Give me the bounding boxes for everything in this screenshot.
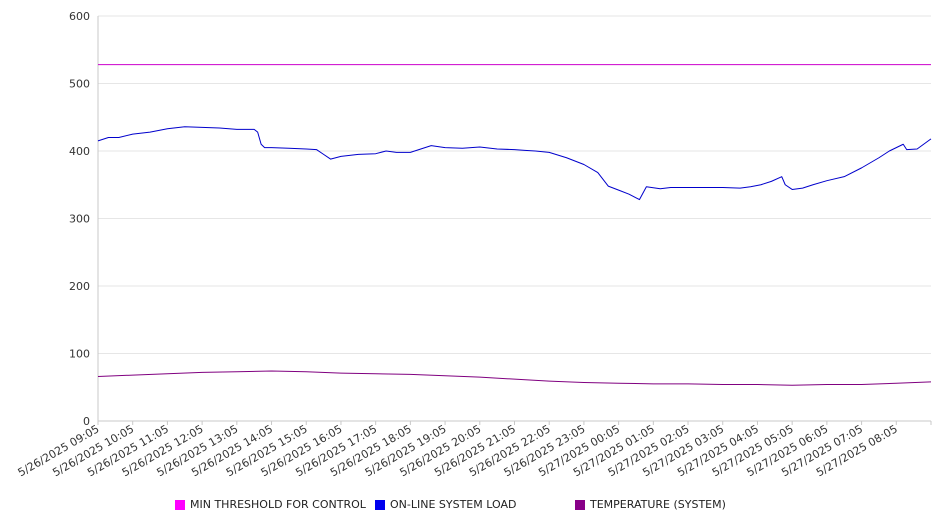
legend-label: MIN THRESHOLD FOR CONTROL	[190, 498, 366, 511]
y-tick-label: 0	[83, 415, 90, 428]
y-tick-label: 300	[69, 213, 90, 226]
series-line-2	[97, 370, 932, 386]
legend-swatch	[175, 499, 185, 510]
y-tick-label: 400	[69, 145, 90, 158]
y-tick-labels: 0 100 200 300 400 500 600	[69, 10, 90, 428]
chart-legend: MIN THRESHOLD FOR CONTROL ON-LINE SYSTEM …	[0, 498, 946, 514]
y-tick-label: 600	[69, 10, 90, 23]
x-tick-labels: 5/26/2025 09:055/26/2025 10:055/26/2025 …	[16, 422, 900, 479]
legend-item[interactable]: ON-LINE SYSTEM LOAD	[375, 498, 516, 511]
y-tick-label: 500	[69, 78, 90, 91]
legend-swatch	[575, 499, 585, 510]
series-lines	[97, 64, 932, 386]
axes	[97, 16, 932, 425]
legend-swatch	[375, 499, 385, 510]
y-tick-label: 100	[69, 348, 90, 361]
series-line-1	[97, 126, 932, 201]
y-tick-label: 200	[69, 280, 90, 293]
legend-label: ON-LINE SYSTEM LOAD	[390, 498, 517, 511]
gridlines	[98, 15, 931, 354]
legend-item[interactable]: TEMPERATURE (SYSTEM)	[575, 498, 726, 511]
legend-item[interactable]: MIN THRESHOLD FOR CONTROL	[175, 498, 366, 511]
legend-label: TEMPERATURE (SYSTEM)	[590, 498, 726, 511]
